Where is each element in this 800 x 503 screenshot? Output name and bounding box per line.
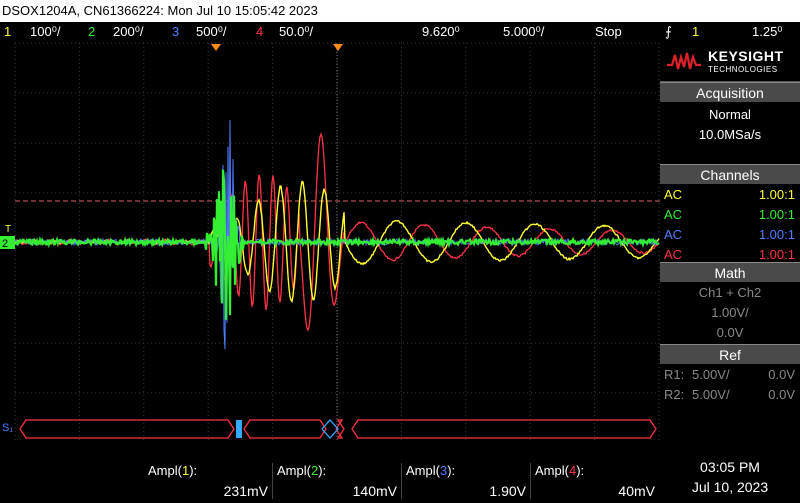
window-title: DSOX1204A, CN61366224: Mon Jul 10 15:05:… — [0, 0, 800, 22]
trigger-channel[interactable]: 1 — [692, 24, 700, 39]
ch1-scale[interactable]: 100⁰/ — [30, 24, 61, 39]
time-reference-icon[interactable] — [333, 44, 343, 51]
ref-section[interactable]: Ref R1: 5.00V/ 0.0V R2: 5.00V/ 0.0V — [660, 344, 800, 442]
ch1-number[interactable]: 1 — [4, 24, 12, 39]
run-state[interactable]: Stop — [595, 24, 622, 39]
ampl4-label: Ampl(4): — [535, 463, 585, 478]
time-offset[interactable]: 9.620⁰ — [422, 24, 460, 39]
brand-logo: KEYSIGHT TECHNOLOGIES — [660, 42, 800, 82]
ampl2-label: Ampl(2): — [277, 463, 327, 478]
ch3-scale[interactable]: 500⁰/ — [196, 24, 227, 39]
measurement-ampl-2[interactable]: Ampl(2): 140mV — [273, 463, 401, 503]
ampl1-label: Ampl(1): — [148, 463, 198, 478]
measurement-divider — [272, 463, 273, 499]
ampl1-value: 231mV — [223, 483, 268, 499]
time-scale[interactable]: 5.000⁰/ — [503, 24, 545, 39]
bus-packet-marker — [321, 419, 339, 439]
clock-time: 03:05 PM — [700, 459, 760, 475]
r2-scale: 5.00V/ — [692, 387, 730, 402]
ch2-probe: 1.00:1 — [758, 207, 795, 222]
bus-segment — [243, 419, 327, 439]
r2-offset: 0.0V — [768, 387, 795, 402]
channel-row-2[interactable]: AC 1.00:1 — [660, 205, 800, 225]
channel-row-4[interactable]: AC 1.00:1 — [660, 245, 800, 265]
measurement-bar: Ampl(1): 231mV Ampl(2): 140mV Ampl(3): 1… — [0, 447, 660, 503]
math-function: Ch1 + Ch2 — [698, 285, 762, 300]
ground-marker-label: 2 — [2, 238, 8, 250]
ref-row-1[interactable]: R1: 5.00V/ 0.0V — [660, 365, 800, 385]
ch3-probe: 1.00:1 — [758, 227, 795, 242]
r1-scale: 5.00V/ — [692, 367, 730, 382]
ch1-coupling: AC — [664, 187, 683, 202]
bus-packet-marker — [236, 420, 242, 438]
math-section[interactable]: Math Ch1 + Ch2 1.00V/ 0.0V — [660, 262, 800, 344]
measurement-channel-number: 2 — [310, 463, 319, 478]
status-bar: 1 100⁰/ 2 200⁰/ 3 500⁰/ 4 50.0⁰/ 9.620⁰ … — [0, 22, 800, 42]
trigger-edge-icon[interactable]: ⨍ — [665, 24, 672, 39]
trigger-level-marker: T — [5, 224, 11, 235]
ch2-coupling: AC — [664, 207, 683, 222]
measurement-channel-number: 1 — [181, 463, 190, 478]
math-offset: 0.0V — [716, 325, 744, 340]
measurement-channel-number: 4 — [568, 463, 577, 478]
ch2-scale[interactable]: 200⁰/ — [113, 24, 144, 39]
ref-header: Ref — [660, 344, 800, 364]
trigger-level[interactable]: 1.25⁰ — [752, 24, 783, 39]
ampl2-value: 140mV — [352, 483, 397, 499]
channel-row-1[interactable]: AC 1.00:1 — [660, 185, 800, 205]
ch4-number[interactable]: 4 — [256, 24, 264, 39]
ch2-trace — [15, 169, 660, 320]
measurement-ampl-4[interactable]: Ampl(4): 40mV — [531, 463, 659, 503]
ch3-coupling: AC — [664, 227, 683, 242]
waveform-svg[interactable]: 2 T S₁ — [0, 42, 660, 442]
serial-bus-decode — [19, 419, 657, 439]
acquisition-mode: Normal — [709, 107, 751, 122]
r2-label: R2: — [664, 387, 685, 402]
brand-name: KEYSIGHT — [708, 48, 784, 64]
measurement-divider — [401, 463, 402, 499]
measurement-ampl-3[interactable]: Ampl(3): 1.90V — [402, 463, 530, 503]
ampl4-value: 40mV — [618, 483, 655, 499]
ch1-probe: 1.00:1 — [758, 187, 795, 202]
channels-section[interactable]: Channels AC 1.00:1 AC 1.00:1 AC 1.00:1 A… — [660, 164, 800, 266]
channel-row-3[interactable]: AC 1.00:1 — [660, 225, 800, 245]
ref-row-2[interactable]: R2: 5.00V/ 0.0V — [660, 385, 800, 405]
brand-subtitle: TECHNOLOGIES — [708, 65, 778, 74]
ch2-ground-icon[interactable] — [0, 236, 15, 249]
sample-rate: 10.0MSa/s — [698, 127, 762, 142]
ampl3-value: 1.90V — [489, 483, 526, 499]
r1-label: R1: — [664, 367, 685, 382]
ch2-number[interactable]: 2 — [88, 24, 96, 39]
keysight-wave-icon — [667, 52, 701, 70]
acquisition-section[interactable]: Acquisition Normal 10.0MSa/s — [660, 82, 800, 164]
r1-offset: 0.0V — [768, 367, 795, 382]
ch4-scale[interactable]: 50.0⁰/ — [279, 24, 314, 39]
side-panel: KEYSIGHT TECHNOLOGIES Acquisition Normal… — [660, 42, 800, 442]
bus-segment — [351, 419, 657, 439]
measurement-divider — [530, 463, 531, 499]
ch3-number[interactable]: 3 — [172, 24, 180, 39]
waveform-display[interactable]: 2 T S₁ — [0, 42, 660, 442]
clock-date: Jul 10, 2023 — [691, 479, 769, 495]
trigger-position-icon[interactable] — [211, 44, 221, 51]
clock: 03:05 PM Jul 10, 2023 — [660, 447, 800, 503]
ch4-coupling: AC — [664, 247, 683, 262]
measurement-ampl-1[interactable]: Ampl(1): 231mV — [144, 463, 272, 503]
ampl3-label: Ampl(3): — [406, 463, 456, 478]
bus-segment — [19, 419, 235, 439]
measurement-channel-number: 3 — [439, 463, 448, 478]
math-scale: 1.00V/ — [711, 305, 749, 320]
serial-bus-label: S₁ — [2, 422, 13, 434]
channels-header: Channels — [660, 164, 800, 184]
acquisition-header: Acquisition — [660, 82, 800, 102]
ch4-probe: 1.00:1 — [758, 247, 795, 262]
bus-segment — [335, 419, 345, 439]
waveform-traces — [14, 119, 660, 350]
math-header: Math — [660, 262, 800, 282]
